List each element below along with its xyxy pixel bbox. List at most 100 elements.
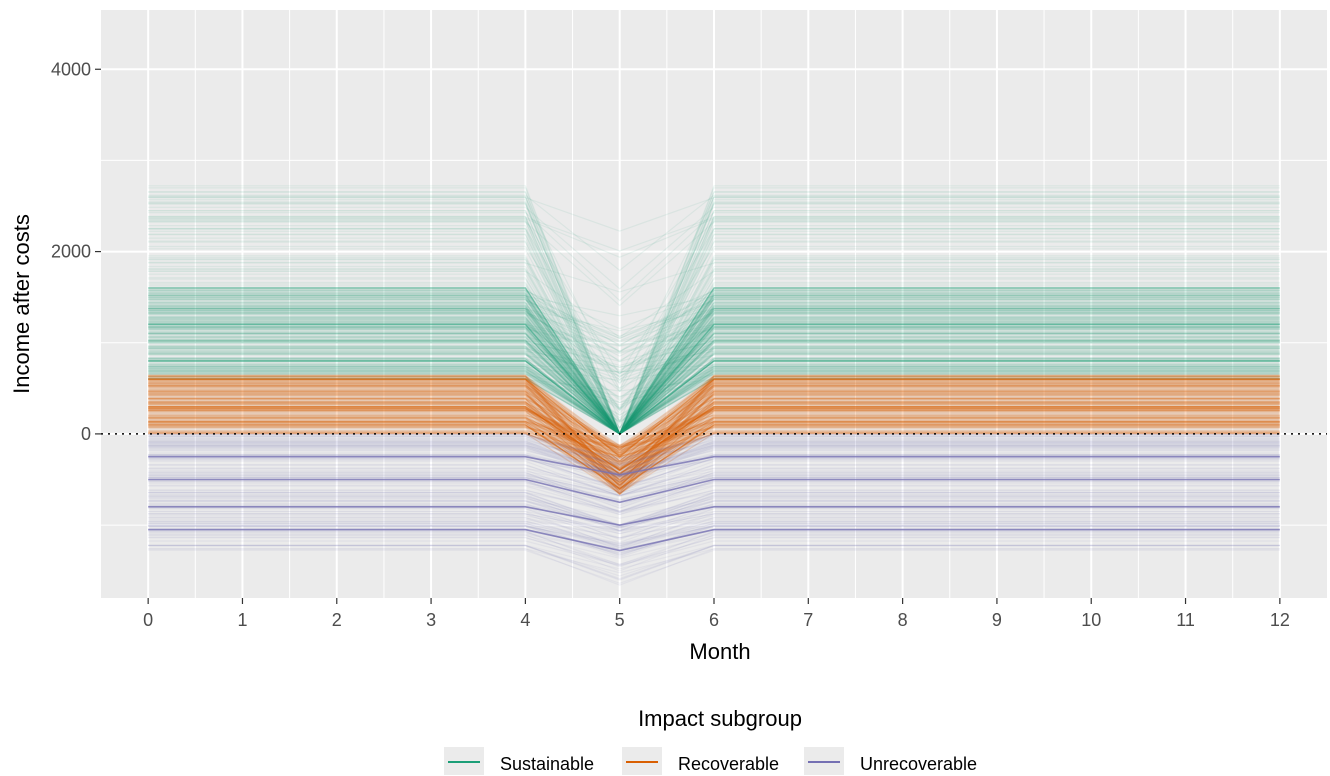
- series-line-unrecoverable: [148, 434, 1280, 470]
- series-line-unrecoverable: [148, 544, 1280, 580]
- x-tick-label: 3: [426, 610, 436, 630]
- series-line-recoverable: [148, 421, 1280, 449]
- series-line-unrecoverable: [148, 455, 1280, 476]
- series-lines: [148, 185, 1280, 586]
- series-line-unrecoverable: [148, 524, 1280, 556]
- series-line-recoverable: [148, 387, 1280, 494]
- series-line-unrecoverable: [148, 500, 1280, 532]
- series-line-sustainable: [148, 327, 1280, 353]
- series-line-sustainable: [148, 365, 1280, 416]
- series-line-unrecoverable: [148, 440, 1280, 477]
- x-tick-label: 5: [615, 610, 625, 630]
- series-line-recoverable: [148, 391, 1280, 483]
- series-line-unrecoverable: [148, 525, 1280, 556]
- series-line-sustainable: [148, 228, 1280, 386]
- series-line-recoverable: [148, 432, 1280, 449]
- series-line-unrecoverable: [148, 459, 1280, 478]
- series-line-unrecoverable: [148, 438, 1280, 467]
- series-line-unrecoverable: [148, 522, 1280, 557]
- series-line-recoverable: [148, 429, 1280, 469]
- series-line-recoverable: [148, 376, 1280, 451]
- series-line-recoverable: [148, 408, 1280, 461]
- series-line-unrecoverable: [148, 540, 1280, 567]
- series-line-sustainable: [148, 366, 1280, 382]
- series-line-sustainable: [148, 369, 1280, 406]
- series-line-recoverable: [148, 384, 1280, 451]
- series-line-recoverable: [148, 425, 1280, 474]
- series-line-sustainable: [148, 304, 1280, 373]
- series-line-recoverable: [148, 392, 1280, 491]
- series-line-recoverable: [148, 375, 1280, 487]
- series-line-unrecoverable: [148, 445, 1280, 482]
- series-line-recoverable: [148, 418, 1280, 493]
- series-line-unrecoverable: [148, 480, 1280, 513]
- series-line-recoverable: [148, 420, 1280, 451]
- series-line-recoverable: [148, 385, 1280, 459]
- series-line-unrecoverable: [148, 484, 1280, 504]
- series-line-recoverable: [148, 415, 1280, 486]
- series-line-unrecoverable: [148, 507, 1280, 539]
- series-line-recoverable: [148, 427, 1280, 448]
- series-line-unrecoverable: [148, 440, 1280, 479]
- series-line-unrecoverable: [148, 515, 1280, 535]
- series-line-sustainable: [148, 332, 1280, 421]
- series-line-unrecoverable: [148, 437, 1280, 459]
- series-line-sustainable: [148, 357, 1280, 404]
- series-line-recoverable: [148, 404, 1280, 464]
- series-line-recoverable: [148, 402, 1280, 469]
- series-line-recoverable: [148, 391, 1280, 488]
- series-line-recoverable: [148, 414, 1280, 481]
- series-line-recoverable: [148, 417, 1280, 479]
- series-line-unrecoverable: [148, 523, 1280, 546]
- series-line-unrecoverable: [148, 478, 1280, 504]
- series-line-unrecoverable: [148, 532, 1280, 553]
- series-line-recoverable: [148, 393, 1280, 447]
- series-line-recoverable: [148, 415, 1280, 470]
- series-line-recoverable: [148, 376, 1280, 457]
- series-line-sustainable: [148, 212, 1280, 302]
- series-line-unrecoverable: [148, 498, 1280, 519]
- series-line-unrecoverable: [148, 436, 1280, 460]
- series-line-recoverable: [148, 398, 1280, 486]
- series-line-recoverable: [148, 406, 1280, 454]
- series-line-recoverable: [148, 402, 1280, 448]
- series-line-recoverable: [148, 392, 1280, 493]
- series-line-sustainable: [148, 285, 1280, 410]
- series-line-sustainable: [148, 197, 1280, 232]
- series-line-recoverable: [148, 416, 1280, 495]
- series-line-sustainable: [148, 347, 1280, 383]
- series-line-recoverable: [148, 410, 1280, 456]
- series-line-unrecoverable: [148, 533, 1280, 554]
- series-line-recoverable: [148, 392, 1280, 488]
- series-line-recoverable: [148, 401, 1280, 494]
- series-line-recoverable: [148, 426, 1280, 454]
- series-line-sustainable: [148, 295, 1280, 412]
- series-line-recoverable: [148, 413, 1280, 491]
- series-line-unrecoverable: [148, 501, 1280, 528]
- series-line-unrecoverable: [148, 544, 1280, 570]
- series-line-recoverable: [148, 385, 1280, 456]
- series-line-recoverable: [148, 390, 1280, 471]
- series-line-unrecoverable: [148, 522, 1280, 548]
- series-line-sustainable: [148, 306, 1280, 423]
- series-line-sustainable: [148, 218, 1280, 258]
- series-line-sustainable: [148, 221, 1280, 307]
- series-line-unrecoverable: [148, 534, 1280, 572]
- series-line-unrecoverable: [148, 496, 1280, 532]
- series-line-unrecoverable: [148, 513, 1280, 548]
- series-line-sustainable: [148, 296, 1280, 378]
- series-line-unrecoverable: [148, 513, 1280, 533]
- x-tick-label: 7: [803, 610, 813, 630]
- series-line-recoverable: [148, 411, 1280, 491]
- series-line-sustainable: [148, 326, 1280, 374]
- series-line-unrecoverable: [148, 510, 1280, 532]
- series-line-unrecoverable: [148, 444, 1280, 474]
- series-line-unrecoverable: [148, 524, 1280, 555]
- series-line-recoverable: [148, 384, 1280, 453]
- series-line-unrecoverable: [148, 489, 1280, 514]
- series-line-recoverable: [148, 386, 1280, 475]
- series-line-recoverable: [148, 419, 1280, 446]
- x-tick-label: 10: [1081, 610, 1101, 630]
- series-line-sustainable: [148, 295, 1280, 434]
- series-line-recoverable: [148, 386, 1280, 481]
